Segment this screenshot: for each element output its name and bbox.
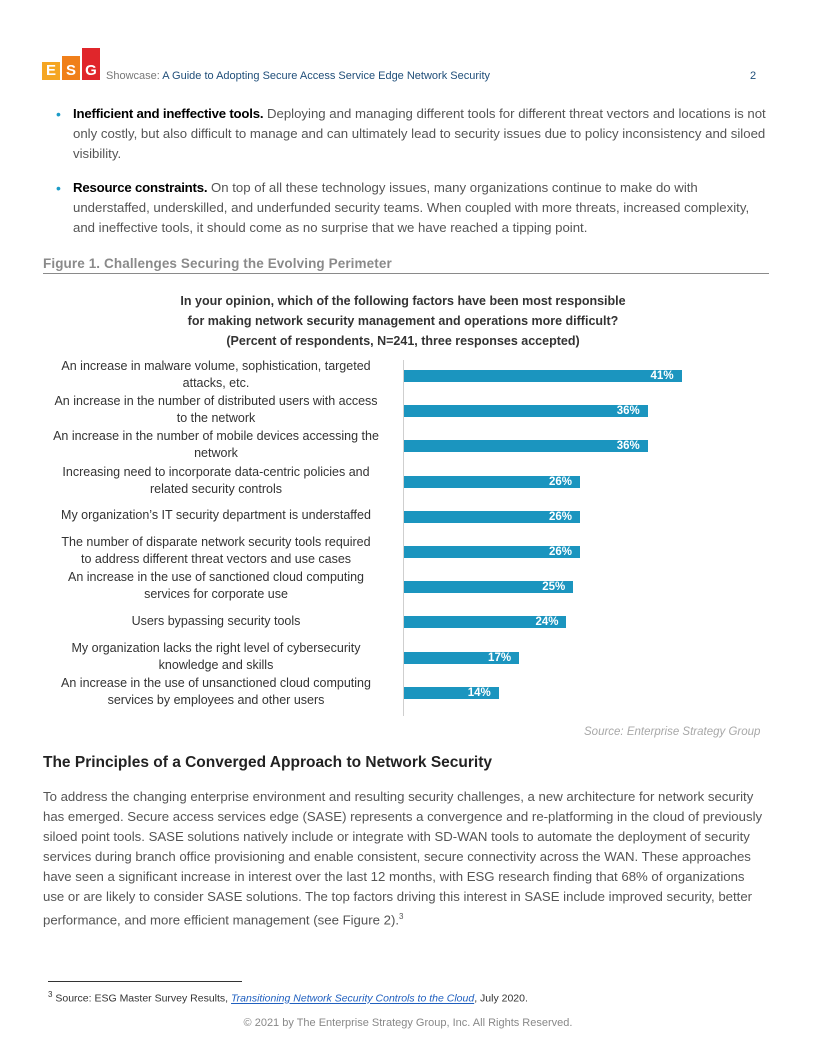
header-prefix: Showcase: — [106, 70, 163, 82]
category-label: The number of disparate network security… — [40, 534, 392, 568]
section-paragraph: To address the changing enterprise envir… — [43, 787, 769, 930]
bar — [404, 370, 682, 382]
category-label-line: My organization’s IT security department… — [61, 508, 371, 523]
bar-value-label: 36% — [616, 405, 640, 418]
bullet-dot-icon: • — [56, 180, 61, 196]
category-label-line: Increasing need to incorporate data-cent… — [62, 464, 370, 479]
chart-title: In your opinion, which of the following … — [120, 291, 686, 351]
footnote-ref[interactable]: 3 — [399, 912, 404, 921]
bar-value-label: 17% — [488, 651, 512, 664]
chart-title-line: for making network security management a… — [187, 314, 619, 328]
category-label: Increasing need to incorporate data-cent… — [40, 464, 392, 498]
category-label: Users bypassing security tools — [40, 613, 392, 630]
bar — [404, 651, 520, 664]
category-label-line: attacks, etc. — [182, 376, 250, 390]
category-label-line: An increase in the use of unsanctioned c… — [61, 675, 371, 690]
bar — [404, 546, 581, 558]
bar — [404, 686, 499, 699]
bar — [404, 616, 567, 629]
category-label-line: An increase in malware volume, sophistic… — [61, 359, 371, 373]
category-label-line: knowledge and skills — [158, 657, 274, 672]
bar-value-label: 14% — [467, 686, 491, 699]
bar — [404, 405, 648, 418]
chart-axis-line — [403, 360, 404, 716]
category-label-line: Users bypassing security tools — [131, 613, 301, 628]
footnote-marker: 3 — [48, 990, 53, 999]
figure-divider — [43, 273, 769, 274]
chart-title-line: (Percent of respondents, N=241, three re… — [226, 334, 580, 348]
footnote: 3 Source: ESG Master Survey Results, Tra… — [48, 990, 528, 1005]
copyright: © 2021 by The Enterprise Strategy Group,… — [243, 1017, 573, 1029]
category-label-line: related security controls — [149, 481, 282, 496]
logo-letter-g: G — [82, 48, 100, 80]
bar-value-label: 26% — [548, 510, 573, 523]
bar-value-label: 26% — [548, 475, 573, 488]
category-label: An increase in malware volume, sophistic… — [40, 358, 392, 392]
bar-value-label: 36% — [616, 440, 640, 453]
category-label-line: to address different threat vectors and … — [80, 552, 352, 566]
category-label-line: An increase in the use of sanctioned clo… — [67, 570, 365, 585]
category-label: An increase in the use of sanctioned clo… — [40, 569, 392, 603]
footnote-prefix: Source: ESG Master Survey Results, — [52, 992, 232, 1005]
bullet-item: • Resource constraints. On top of all th… — [56, 178, 768, 238]
bar-value-label: 41% — [650, 370, 674, 382]
figure-source: Source: Enterprise Strategy Group — [584, 726, 761, 738]
bullet-item: • Inefficient and ineffective tools. Dep… — [56, 104, 768, 164]
logo-letter-s: S — [62, 56, 80, 80]
chart-title-line: In your opinion, which of the following … — [180, 294, 626, 308]
category-label-line: My organization lacks the right level of… — [71, 640, 361, 655]
category-label-line: services for corporate use — [144, 587, 288, 602]
category-label: An increase in the number of distributed… — [40, 393, 392, 427]
bar — [404, 581, 574, 594]
bar-value-label: 26% — [548, 546, 573, 558]
bar-value-label: 25% — [542, 581, 566, 594]
category-label-line: services by employees and other users — [107, 692, 325, 707]
bar — [404, 440, 648, 453]
category-label-line: network — [194, 446, 238, 461]
section-heading: The Principles of a Converged Approach t… — [43, 754, 493, 771]
bullet-dot-icon: • — [56, 106, 61, 122]
bullet-text: Deploying and managing different tools f… — [73, 106, 766, 161]
category-label-line: to the network — [176, 411, 256, 426]
logo-letter-e: E — [42, 62, 60, 80]
category-label-line: The number of disparate network security… — [61, 535, 371, 549]
bullet-text: On top of all these technology issues, m… — [73, 180, 750, 235]
category-label: An increase in the use of unsanctioned c… — [40, 675, 392, 709]
footnote-divider — [48, 981, 242, 982]
category-label: An increase in the number of mobile devi… — [40, 428, 392, 462]
bullet-lead: Inefficient and ineffective tools. — [73, 106, 264, 121]
footnote-link[interactable]: Transitioning Network Security Controls … — [231, 992, 475, 1005]
bar — [404, 475, 581, 488]
running-header: Showcase: A Guide to Adopting Secure Acc… — [106, 70, 490, 82]
bullet-lead: Resource constraints. — [73, 180, 208, 195]
esg-logo: E S G — [42, 48, 100, 80]
page-number: 2 — [750, 70, 757, 82]
footnote-suffix: , July 2020. — [474, 992, 528, 1005]
category-label: My organization lacks the right level of… — [40, 640, 392, 674]
bar — [404, 510, 581, 523]
category-label-line: An increase in the number of distributed… — [54, 394, 378, 409]
figure-title: Figure 1. Challenges Securing the Evolvi… — [43, 256, 392, 271]
category-label-line: An increase in the number of mobile devi… — [53, 429, 379, 444]
paragraph-text: To address the changing enterprise envir… — [43, 789, 763, 928]
category-label: My organization’s IT security department… — [40, 507, 392, 524]
header-title: A Guide to Adopting Secure Access Servic… — [162, 70, 490, 82]
bar-value-label: 24% — [535, 616, 559, 629]
